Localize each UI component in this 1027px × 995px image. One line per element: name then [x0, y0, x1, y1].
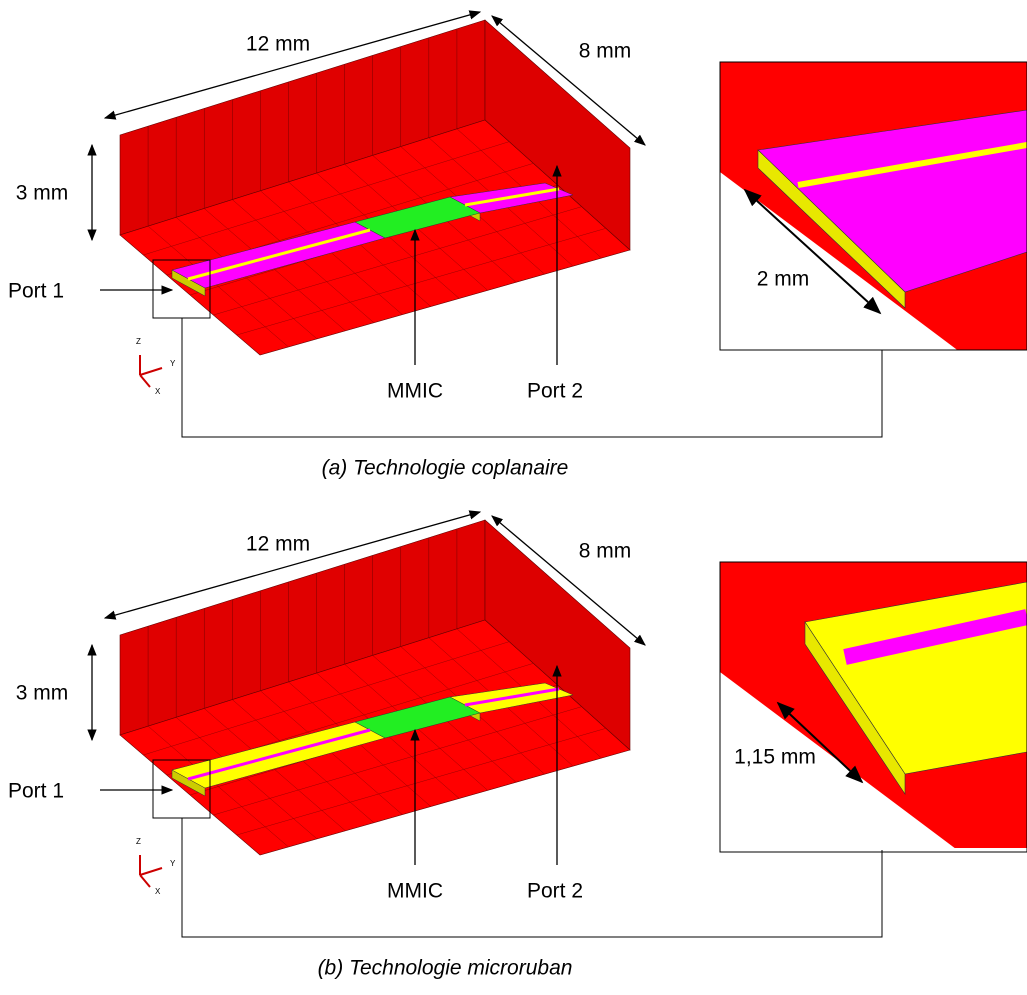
- panel: 12 mm 8 mm 3 mm Port 1 MMIC Port 2 Z Y X 2 mm (a) …: [8, 12, 1027, 480]
- zoom-label: 1,15 mm: [734, 746, 816, 769]
- port-label: Port 1: [8, 780, 64, 803]
- caption: (b) Technologie microruban: [318, 957, 573, 980]
- mmic-label: MMIC: [387, 380, 443, 403]
- mmic-label: MMIC: [387, 880, 443, 903]
- caption: (a) Technologie coplanaire: [322, 457, 569, 480]
- dim-label: 8 mm: [579, 540, 632, 563]
- panel: 12 mm 8 mm 3 mm Port 1 MMIC Port 2 Z Y X 1,15 mm (…: [8, 512, 1027, 980]
- port-label: Port 1: [8, 280, 64, 303]
- zoom-inset: [720, 562, 1027, 852]
- axis-label: Z: [136, 337, 141, 346]
- axis: [140, 868, 162, 875]
- dim-label: 8 mm: [579, 40, 632, 63]
- axis: [140, 875, 150, 887]
- axis-label: X: [155, 887, 161, 896]
- zoom-label: 2 mm: [757, 268, 810, 291]
- axis: [140, 368, 162, 375]
- axis-label: Y: [170, 359, 176, 368]
- port-label: Port 2: [527, 380, 583, 403]
- axis-label: X: [155, 387, 161, 396]
- axis-label: Y: [170, 859, 176, 868]
- dim-label: 3 mm: [16, 182, 69, 205]
- axis-label: Z: [136, 837, 141, 846]
- dim-label: 12 mm: [246, 33, 310, 56]
- zoom-inset: [720, 62, 1027, 352]
- axis: [140, 375, 150, 387]
- dim-label: 3 mm: [16, 682, 69, 705]
- figure: 12 mm 8 mm 3 mm Port 1 MMIC Port 2 Z Y X 2 mm (a) …: [0, 0, 1027, 995]
- dim-label: 12 mm: [246, 533, 310, 556]
- port-label: Port 2: [527, 880, 583, 903]
